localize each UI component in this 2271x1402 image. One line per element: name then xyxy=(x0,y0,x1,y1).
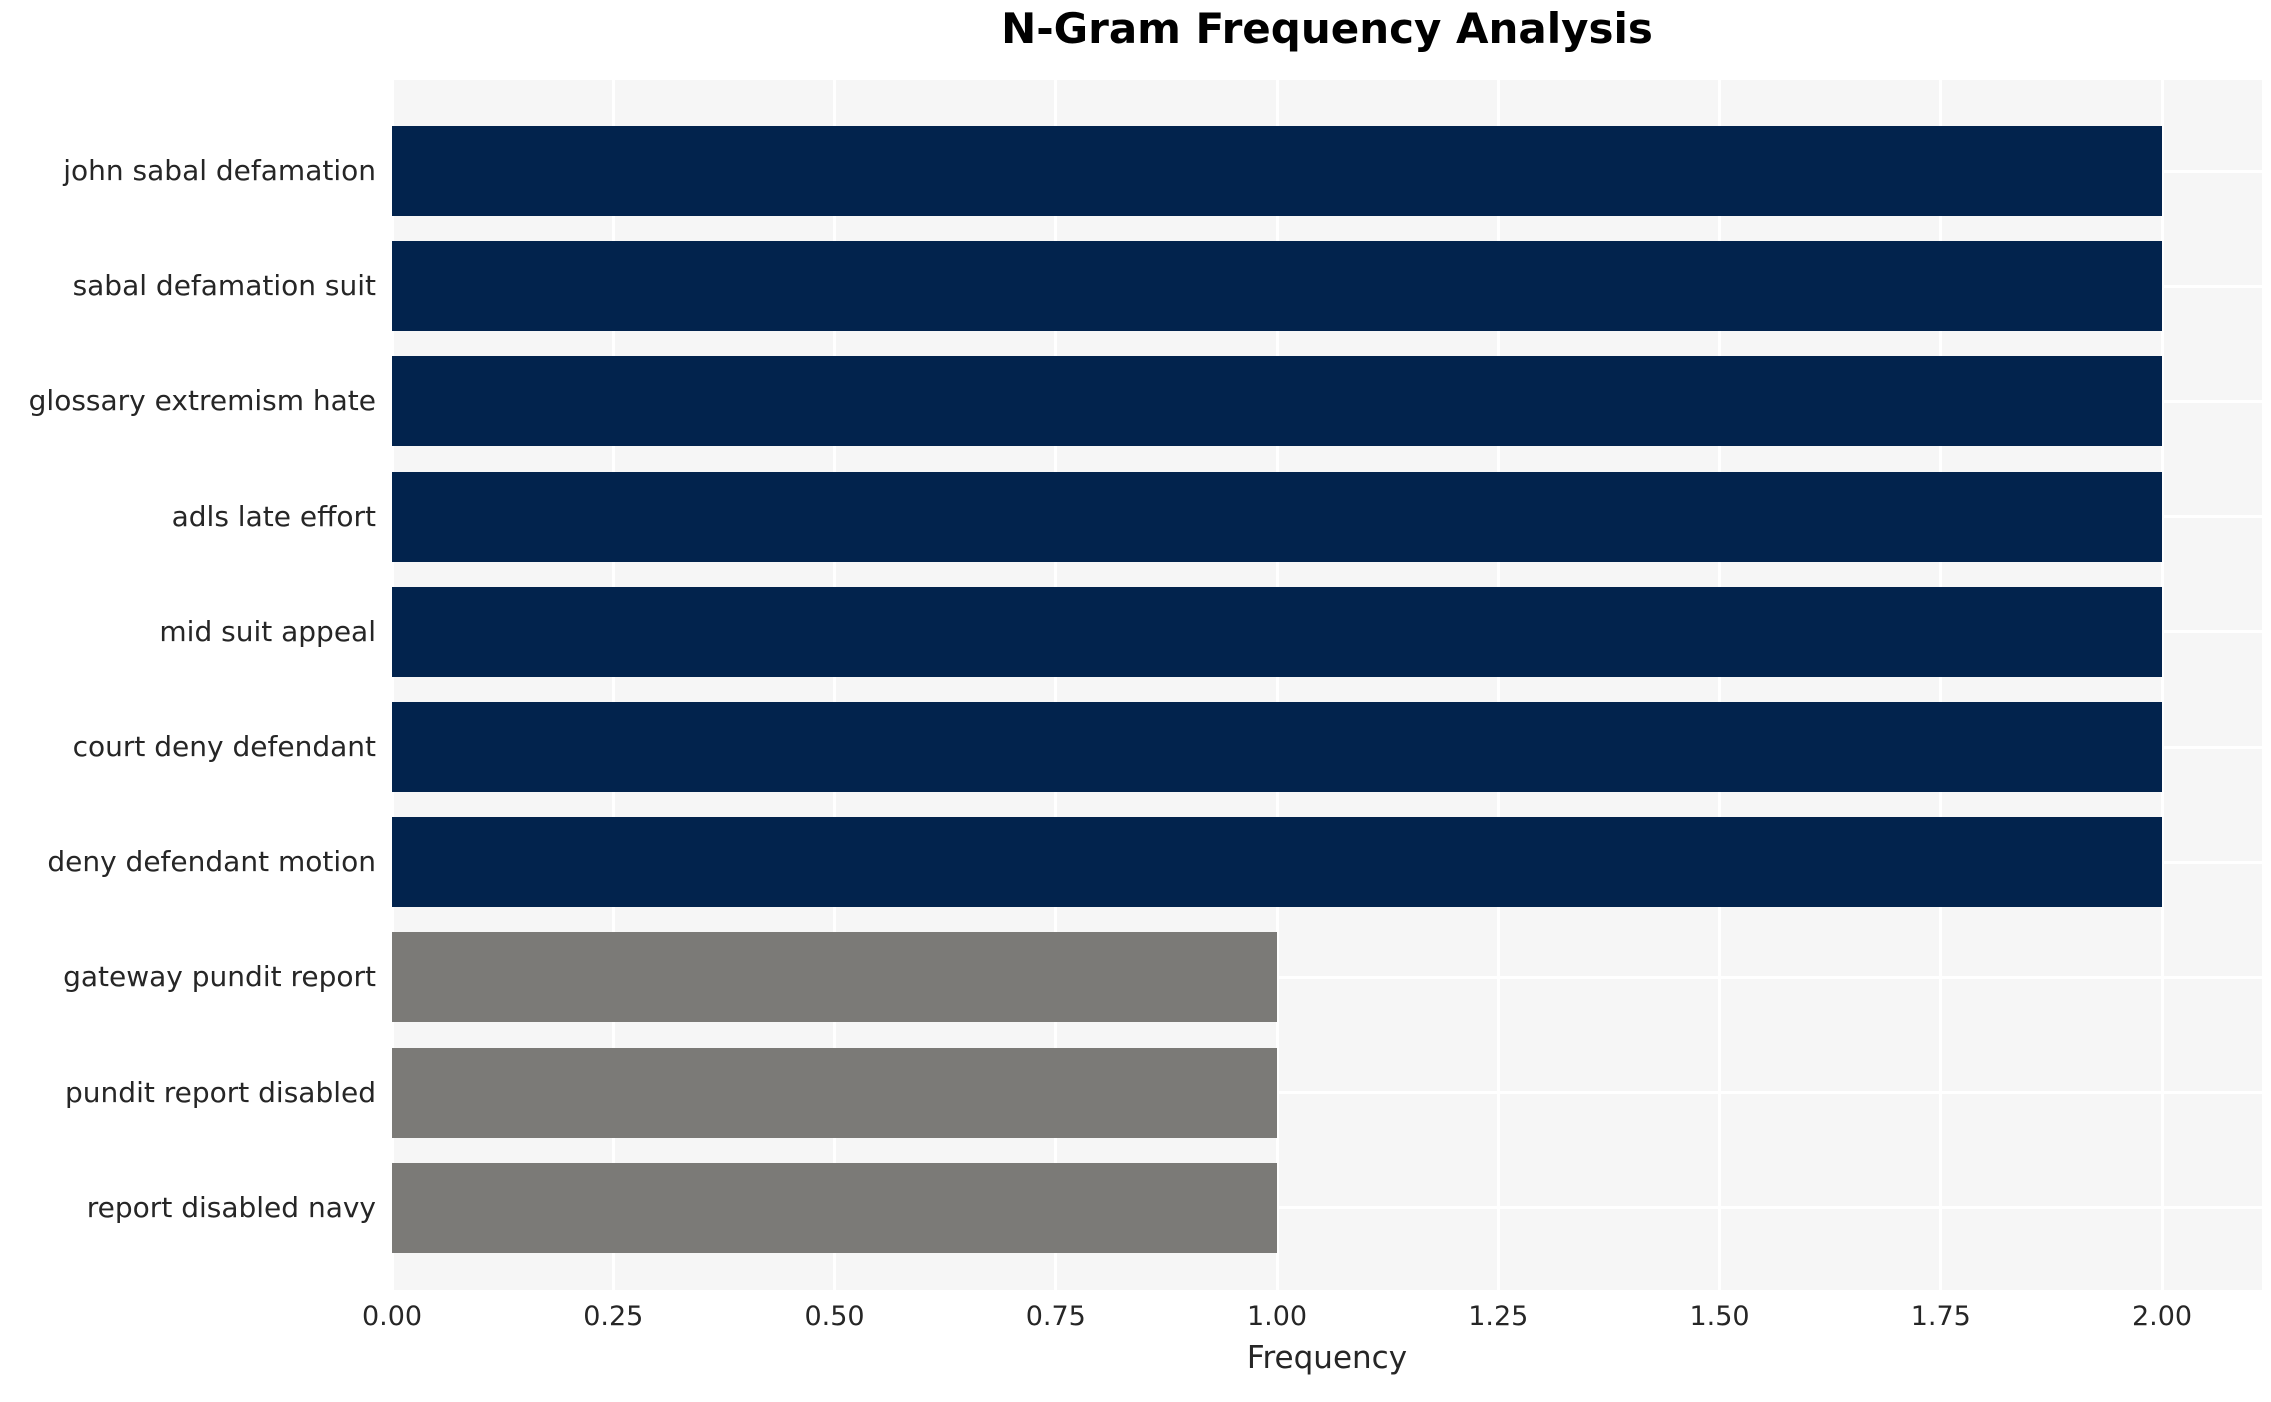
chart-title: N-Gram Frequency Analysis xyxy=(1001,4,1653,53)
x-tick-label: 1.25 xyxy=(1468,1301,1529,1332)
bar xyxy=(392,1162,1277,1253)
bar xyxy=(392,586,2162,677)
x-tick-label: 0.75 xyxy=(1025,1301,1086,1332)
x-tick-label: 2.00 xyxy=(2131,1301,2193,1332)
gridline-horizontal xyxy=(392,975,2262,979)
bar xyxy=(392,1047,1277,1138)
gridline-vertical xyxy=(833,80,836,1290)
y-tick-label: gateway pundit report xyxy=(63,960,376,994)
gridline-vertical xyxy=(611,80,615,1290)
y-tick-label: pundit report disabled xyxy=(65,1075,376,1109)
bar xyxy=(392,702,2162,792)
gridline-vertical xyxy=(1718,80,1721,1290)
bar xyxy=(392,126,2162,216)
x-tick-label: 1.00 xyxy=(1246,1301,1308,1332)
x-axis-label: Frequency xyxy=(1246,1340,1408,1376)
gridline-vertical xyxy=(1939,80,1943,1290)
y-tick-label: mid suit appeal xyxy=(159,614,376,648)
y-tick-label: report disabled navy xyxy=(86,1190,376,1224)
x-tick-label: 0.50 xyxy=(804,1301,865,1332)
bar xyxy=(392,356,2162,447)
bar xyxy=(392,471,2162,562)
y-tick-label: glossary extremism hate xyxy=(28,384,376,418)
gridline-vertical xyxy=(1496,80,1500,1290)
x-tick-label: 1.50 xyxy=(1689,1301,1750,1332)
x-tick-label: 1.75 xyxy=(1910,1301,1971,1332)
gridline-horizontal xyxy=(392,1091,2262,1095)
x-tick-label: 0.25 xyxy=(583,1301,644,1332)
y-tick-label: deny defendant motion xyxy=(47,845,376,879)
gridline-vertical xyxy=(1275,80,1279,1290)
y-tick-label: court deny defendant xyxy=(72,730,376,763)
plot-area xyxy=(390,80,2262,1290)
y-tick-label: adls late effort xyxy=(171,499,376,533)
gridline-vertical xyxy=(390,80,394,1290)
gridline-vertical xyxy=(1054,80,1058,1290)
bar xyxy=(392,932,1277,1023)
x-tick-label: 0.00 xyxy=(361,1301,423,1332)
bar xyxy=(392,817,2162,908)
y-tick-label: john sabal defamation xyxy=(63,154,376,187)
gridline-horizontal xyxy=(392,1206,2262,1210)
gridline-vertical xyxy=(2160,80,2164,1290)
bar xyxy=(392,241,2162,332)
y-tick-label: sabal defamation suit xyxy=(72,269,376,303)
